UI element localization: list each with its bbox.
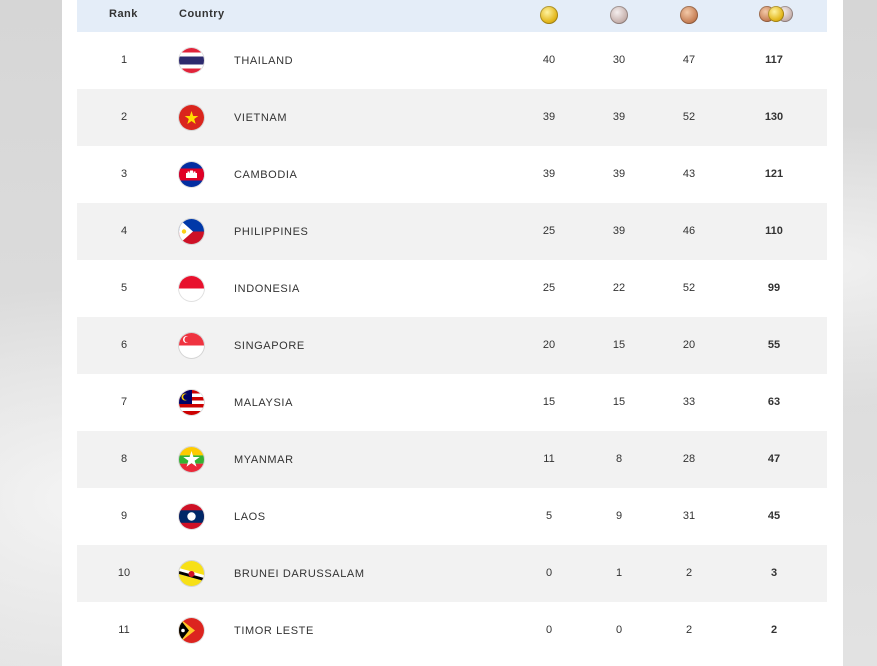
rank-cell: 10 xyxy=(117,567,131,579)
gold-count: 0 xyxy=(545,624,553,636)
gold-count: 39 xyxy=(542,111,556,123)
bronze-count: 20 xyxy=(682,339,696,351)
country-name[interactable]: SINGAPORE xyxy=(234,340,305,352)
rank-cell: 7 xyxy=(120,396,128,408)
table-header: Rank Country xyxy=(77,0,827,32)
table-row[interactable]: 9 LAOS 5 9 31 45 xyxy=(77,488,827,545)
philippines-flag-icon xyxy=(179,219,204,244)
bronze-count: 2 xyxy=(685,624,693,636)
country-name[interactable]: BRUNEI DARUSSALAM xyxy=(234,568,365,580)
malaysia-flag-icon xyxy=(179,390,204,415)
country-name[interactable]: MYANMAR xyxy=(234,454,294,466)
country-name[interactable]: INDONESIA xyxy=(234,283,300,295)
total-count: 45 xyxy=(767,510,781,522)
table-row[interactable]: 5 INDONESIA 25 22 52 99 xyxy=(77,260,827,317)
silver-count: 8 xyxy=(615,453,623,465)
table-row[interactable]: 6 SINGAPORE 20 15 20 55 xyxy=(77,317,827,374)
rank-cell: 1 xyxy=(120,54,128,66)
table-row[interactable]: 3 CAMBODIA 39 39 43 121 xyxy=(77,146,827,203)
bronze-count: 33 xyxy=(682,396,696,408)
table-row[interactable]: 10 BRUNEI DARUSSALAM 0 1 2 3 xyxy=(77,545,827,602)
gold-count: 0 xyxy=(545,567,553,579)
rank-cell: 4 xyxy=(120,225,128,237)
country-name[interactable]: CAMBODIA xyxy=(234,169,298,181)
vietnam-flag-icon xyxy=(179,105,204,130)
gold-count: 40 xyxy=(542,54,556,66)
rank-cell: 3 xyxy=(120,168,128,180)
silver-count: 39 xyxy=(612,225,626,237)
total-count: 130 xyxy=(764,111,784,123)
total-count: 2 xyxy=(770,624,778,636)
bronze-count: 52 xyxy=(682,111,696,123)
bronze-count: 43 xyxy=(682,168,696,180)
silver-count: 15 xyxy=(612,396,626,408)
bronze-medal-icon[interactable] xyxy=(680,6,698,24)
rank-column-header[interactable]: Rank xyxy=(109,8,138,20)
rank-cell: 6 xyxy=(120,339,128,351)
silver-count: 39 xyxy=(612,168,626,180)
silver-count: 9 xyxy=(615,510,623,522)
gold-medal-icon[interactable] xyxy=(540,6,558,24)
bronze-count: 52 xyxy=(682,282,696,294)
cambodia-flag-icon xyxy=(179,162,204,187)
bronze-count: 2 xyxy=(685,567,693,579)
indonesia-flag-icon xyxy=(179,276,204,301)
silver-count: 30 xyxy=(612,54,626,66)
table-row[interactable]: 7 MALAYSIA 15 15 33 63 xyxy=(77,374,827,431)
country-name[interactable]: MALAYSIA xyxy=(234,397,294,409)
table-row[interactable]: 1 THAILAND 40 30 47 117 xyxy=(77,32,827,89)
bronze-count: 31 xyxy=(682,510,696,522)
rank-cell: 9 xyxy=(120,510,128,522)
medal-table: Rank Country 1 THAILAND 40 30 47 117 2 V… xyxy=(77,0,827,659)
gold-count: 15 xyxy=(542,396,556,408)
total-count: 55 xyxy=(767,339,781,351)
singapore-flag-icon xyxy=(179,333,204,358)
gold-count: 20 xyxy=(542,339,556,351)
silver-count: 22 xyxy=(612,282,626,294)
total-count: 121 xyxy=(764,168,784,180)
bronze-count: 46 xyxy=(682,225,696,237)
bronze-count: 28 xyxy=(682,453,696,465)
gold-count: 25 xyxy=(542,225,556,237)
country-column-header[interactable]: Country xyxy=(179,8,225,20)
total-count: 117 xyxy=(765,54,783,66)
silver-count: 15 xyxy=(612,339,626,351)
table-row[interactable]: 4 PHILIPPINES 25 39 46 110 xyxy=(77,203,827,260)
gold-count: 11 xyxy=(543,453,555,465)
country-name[interactable]: PHILIPPINES xyxy=(234,226,309,238)
total-count: 99 xyxy=(767,282,781,294)
country-name[interactable]: VIETNAM xyxy=(234,112,288,124)
rank-cell: 5 xyxy=(120,282,128,294)
laos-flag-icon xyxy=(179,504,204,529)
thailand-flag-icon xyxy=(179,48,204,73)
gold-count: 25 xyxy=(542,282,556,294)
silver-count: 39 xyxy=(612,111,626,123)
table-row[interactable]: 11 TIMOR LESTE 0 0 2 2 xyxy=(77,602,827,659)
bronze-count: 47 xyxy=(682,54,696,66)
country-name[interactable]: THAILAND xyxy=(234,55,294,67)
myanmar-flag-icon xyxy=(179,447,204,472)
total-count: 47 xyxy=(767,453,781,465)
total-count: 110 xyxy=(765,225,783,237)
gold-count: 5 xyxy=(545,510,553,522)
total-count: 3 xyxy=(770,567,778,579)
rank-cell: 8 xyxy=(120,453,128,465)
timor-leste-flag-icon xyxy=(179,618,204,643)
total-medals-icon[interactable] xyxy=(759,6,793,24)
country-name[interactable]: TIMOR LESTE xyxy=(234,625,314,637)
silver-count: 0 xyxy=(615,624,623,636)
brunei-flag-icon xyxy=(179,561,204,586)
silver-medal-icon[interactable] xyxy=(610,6,628,24)
table-row[interactable]: 2 VIETNAM 39 39 52 130 xyxy=(77,89,827,146)
rank-cell: 11 xyxy=(118,624,130,636)
table-row[interactable]: 8 MYANMAR 11 8 28 47 xyxy=(77,431,827,488)
rank-cell: 2 xyxy=(120,111,128,123)
country-name[interactable]: LAOS xyxy=(234,511,266,523)
silver-count: 1 xyxy=(615,567,623,579)
total-count: 63 xyxy=(767,396,781,408)
gold-count: 39 xyxy=(542,168,556,180)
